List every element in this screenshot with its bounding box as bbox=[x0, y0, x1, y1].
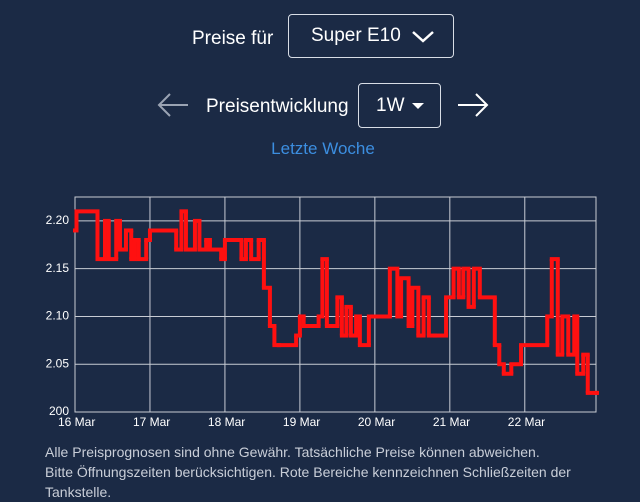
x-tick-label: 17 Mar bbox=[133, 415, 170, 429]
period-label: Preisentwicklung bbox=[206, 96, 349, 117]
chevron-icon bbox=[412, 31, 434, 43]
caret-icon bbox=[412, 103, 424, 109]
prev-arrow[interactable] bbox=[156, 92, 190, 118]
footnote-line: Bitte Öffnungszeiten berücksichtigen. Ro… bbox=[45, 464, 571, 500]
x-tick-label: 18 Mar bbox=[208, 415, 245, 429]
y-tick-label: 2.15 bbox=[46, 261, 70, 275]
fuel-value: Super E10 bbox=[311, 25, 401, 46]
x-tick-label: 19 Mar bbox=[283, 415, 320, 429]
x-tick-label: 20 Mar bbox=[358, 415, 395, 429]
x-tick-label: 16 Mar bbox=[58, 415, 95, 429]
footnote-line: Alle Preisprognosen sind ohne Gewähr. Ta… bbox=[45, 444, 540, 460]
y-tick-label: 2.20 bbox=[46, 213, 70, 227]
x-tick-label: 21 Mar bbox=[433, 415, 470, 429]
period-caption: Letzte Woche bbox=[271, 139, 375, 158]
x-tick-label: 22 Mar bbox=[508, 415, 545, 429]
next-arrow[interactable] bbox=[456, 92, 490, 118]
y-tick-label: 2.05 bbox=[46, 356, 70, 370]
period-value: 1W bbox=[376, 94, 405, 116]
fuel-dropdown[interactable]: Super E10 bbox=[288, 14, 454, 58]
footnote: Alle Preisprognosen sind ohne Gewähr. Ta… bbox=[45, 442, 605, 502]
period-dropdown[interactable]: 1W bbox=[358, 83, 441, 128]
y-tick-label: 2.10 bbox=[46, 309, 70, 323]
y-tick-label: 200 bbox=[49, 404, 69, 418]
price-chart: 200 2.05 2.10 2.15 2.20 16 Mar 17 Mar 18 Mar 19 … bbox=[46, 196, 599, 429]
fuel-label: Preise für bbox=[192, 28, 274, 49]
